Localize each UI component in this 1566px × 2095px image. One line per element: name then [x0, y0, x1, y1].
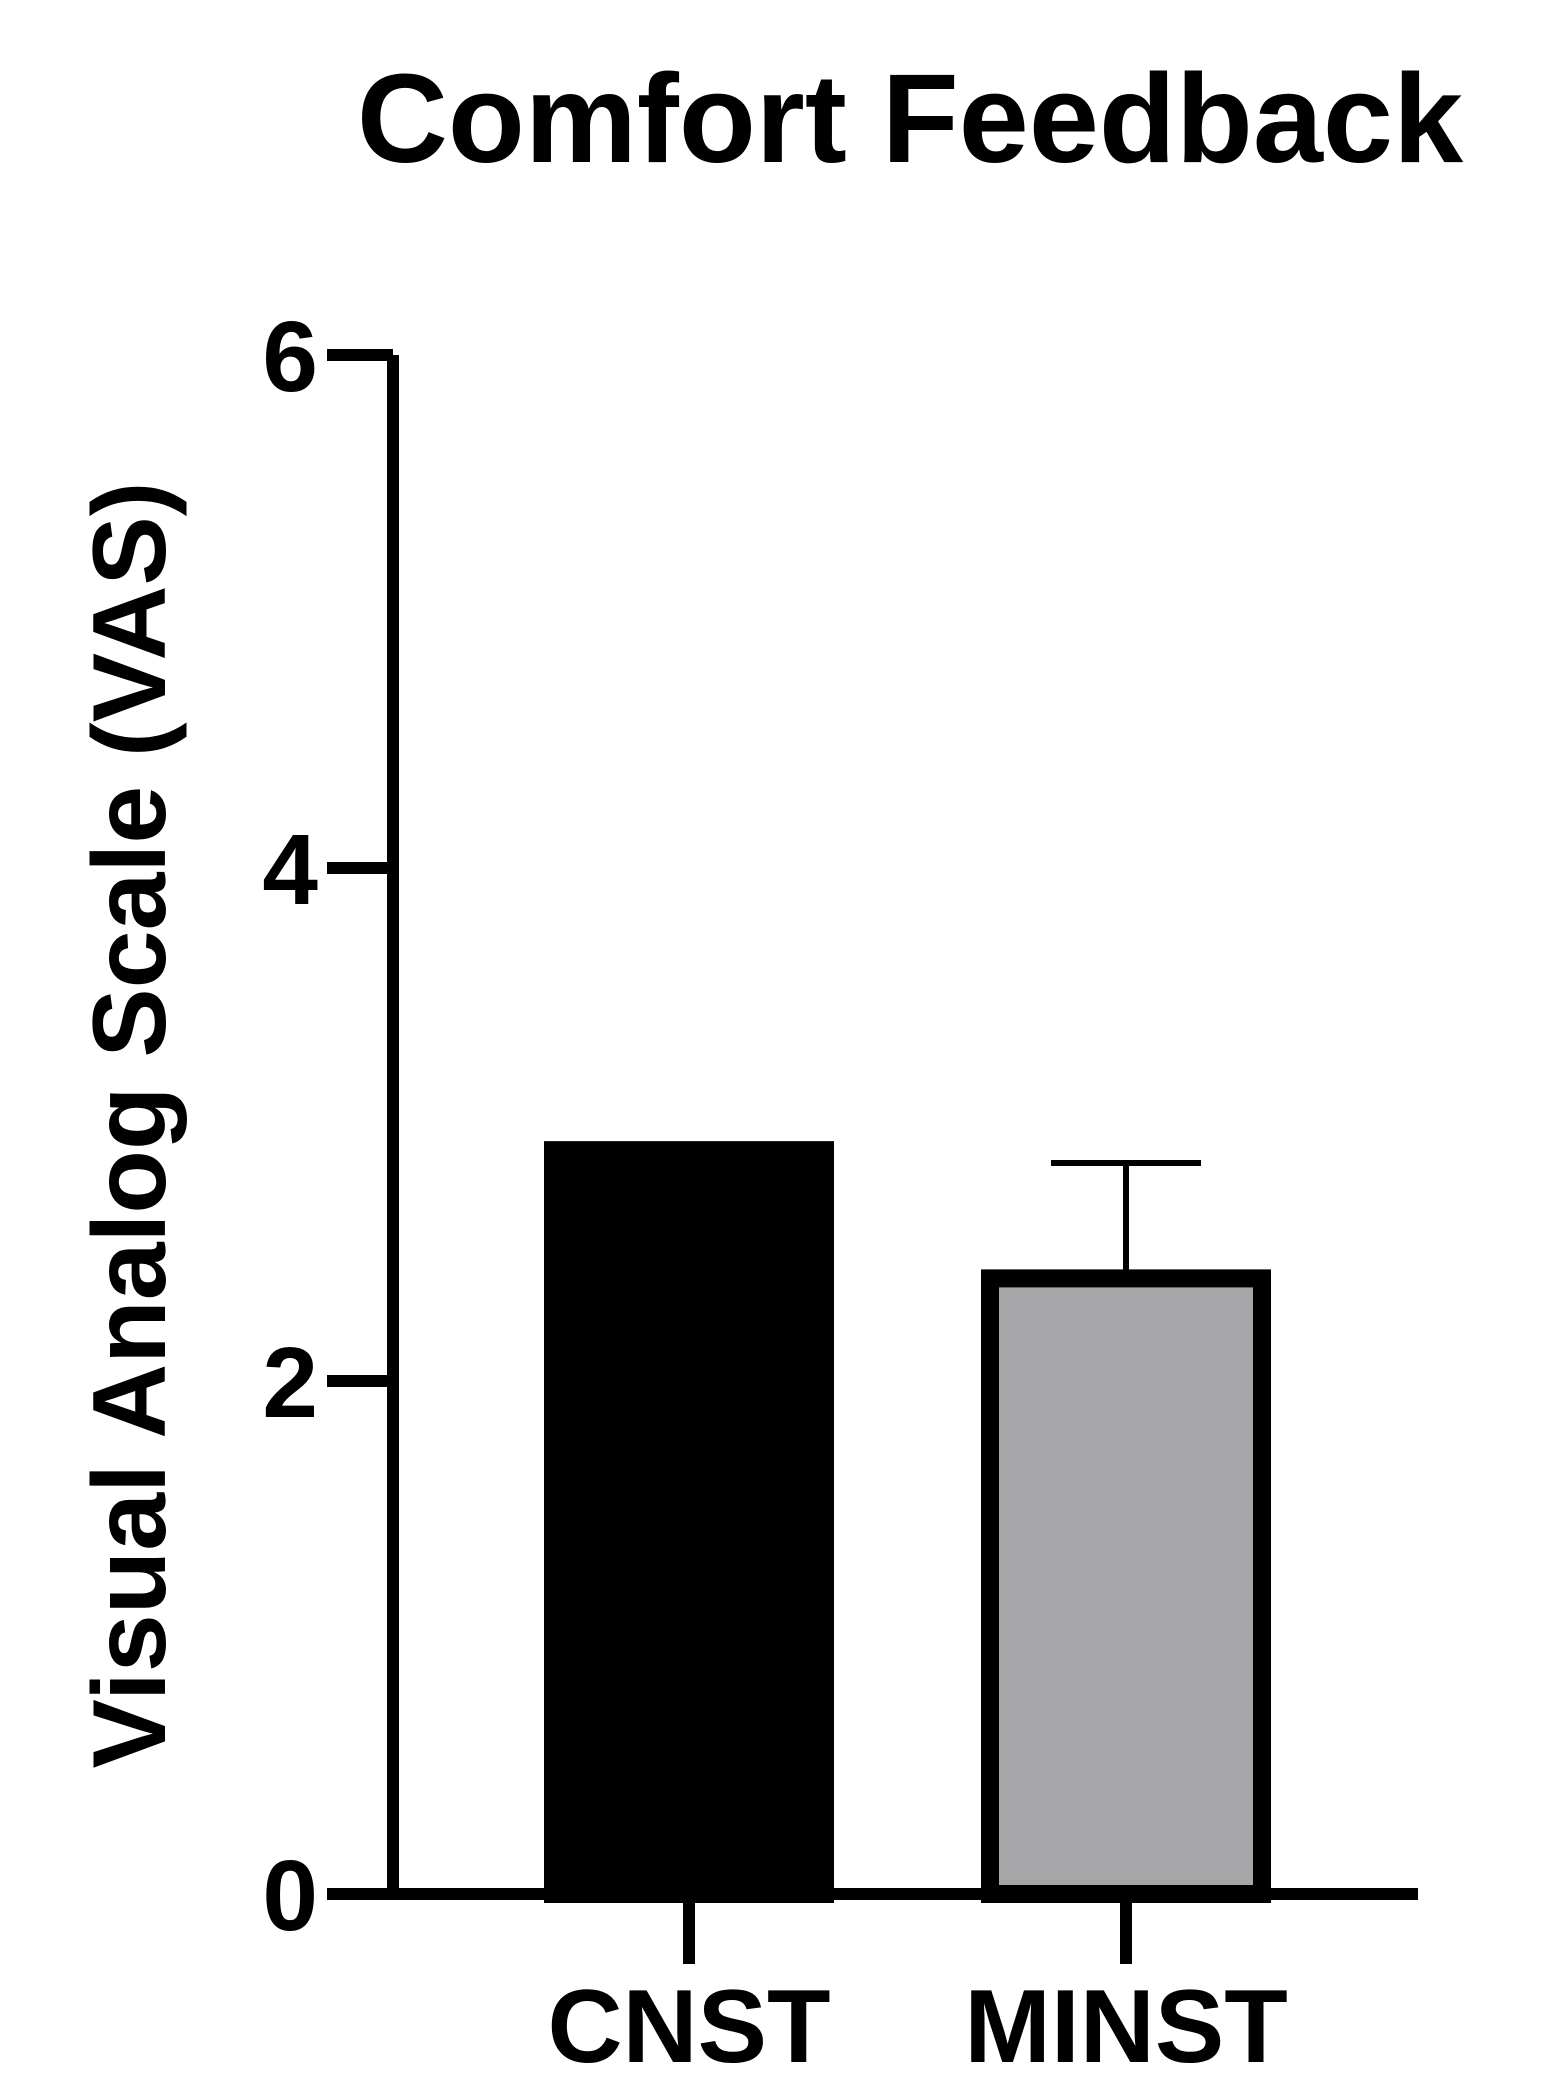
y-axis-label: Visual Analog Scale (VAS) [72, 482, 188, 1769]
x-ticks-layer: CNST MINST [547, 1894, 1288, 2085]
y-tick-label-6: 6 [262, 301, 318, 413]
y-tick-label-4: 4 [262, 814, 318, 926]
bar-cnst [544, 1141, 834, 1903]
chart-title: Comfort Feedback [357, 48, 1464, 189]
y-tick-label-2: 2 [262, 1327, 318, 1439]
x-tick-label-minst: MINST [964, 1969, 1288, 2085]
axes-layer [327, 355, 1418, 1900]
x-tick-label-cnst: CNST [547, 1969, 830, 2085]
bars-layer [544, 1141, 1271, 1903]
y-tick-label-0: 0 [262, 1840, 318, 1952]
y-ticks-layer: 0 2 4 6 [262, 301, 393, 1952]
bar-minst [981, 1269, 1271, 1903]
error-bars-layer [614, 1150, 1201, 1279]
